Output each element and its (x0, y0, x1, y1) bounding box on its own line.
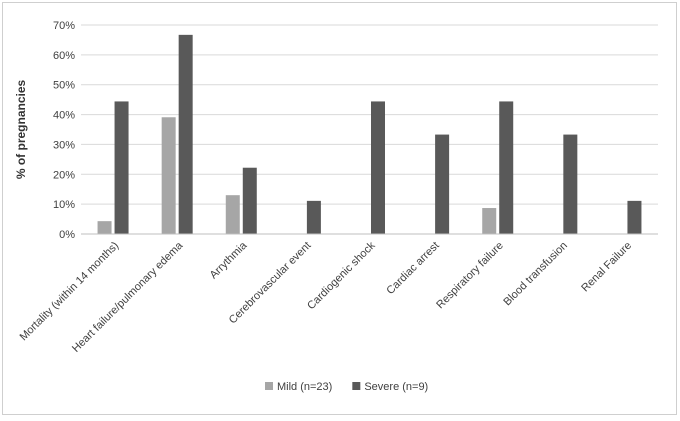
y-tick-label: 20% (53, 169, 75, 181)
bar-mild (482, 208, 497, 234)
bar-severe (242, 167, 257, 234)
bar-mild (225, 195, 240, 234)
bar-severe (114, 101, 129, 234)
bar-severe (435, 134, 450, 234)
y-tick-label: 50% (53, 80, 75, 92)
legend-label-mild: Mild (n=23) (277, 381, 332, 393)
bar-severe (178, 34, 193, 234)
bar-severe (371, 101, 385, 234)
legend-label-severe: Severe (n=9) (364, 381, 428, 393)
gridlines (81, 24, 658, 205)
y-tick-label: 0% (59, 229, 75, 241)
x-category-label: Cardiogenic shock (305, 239, 378, 312)
bar-severe (499, 101, 514, 234)
x-category-label: Respiratory failure (434, 240, 506, 312)
legend: Mild (n=23) Severe (n=9) (265, 381, 428, 393)
y-tick-label: 10% (53, 199, 75, 211)
bar-severe (627, 200, 642, 234)
bar-severe (563, 134, 578, 234)
x-category-label: Cardiac arrest (384, 240, 441, 297)
bars (97, 34, 642, 234)
legend-swatch-severe (352, 382, 361, 390)
x-category-label: Heart failure/pulmonary edema (70, 239, 186, 355)
y-tick-label: 60% (53, 50, 75, 62)
bar-mild (161, 117, 176, 234)
legend-swatch-mild (265, 382, 273, 390)
x-category-label: Blood transfusion (501, 240, 570, 309)
y-axis-title: % of pregnancies (14, 79, 28, 179)
bar-severe (306, 200, 321, 234)
bar-mild (97, 221, 112, 234)
bar-chart: 0% 10% 20% 30% 40% 50% 60% 70% Mortality (withi… (14, 20, 658, 393)
y-tick-label: 70% (53, 20, 75, 32)
y-tick-label: 30% (53, 139, 75, 151)
x-category-label: Renal Failure (579, 240, 634, 295)
y-axis-ticks: 0% 10% 20% 30% 40% 50% 60% 70% (53, 20, 75, 241)
chart-frame: 0% 10% 20% 30% 40% 50% 60% 70% Mortality (withi… (2, 2, 677, 415)
x-category-label: Arrythmia (208, 239, 250, 281)
y-tick-label: 40% (53, 110, 75, 122)
x-axis-category-labels: Mortality (within 14 months)Heart failur… (18, 239, 634, 355)
